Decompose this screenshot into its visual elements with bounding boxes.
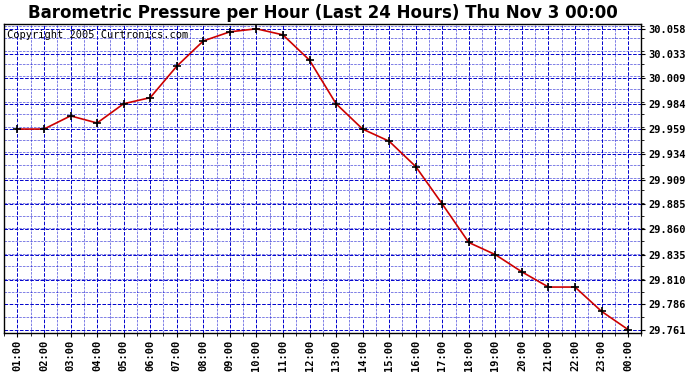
Text: Copyright 2005 Curtronics.com: Copyright 2005 Curtronics.com (8, 30, 188, 40)
Title: Barometric Pressure per Hour (Last 24 Hours) Thu Nov 3 00:00: Barometric Pressure per Hour (Last 24 Ho… (28, 4, 618, 22)
